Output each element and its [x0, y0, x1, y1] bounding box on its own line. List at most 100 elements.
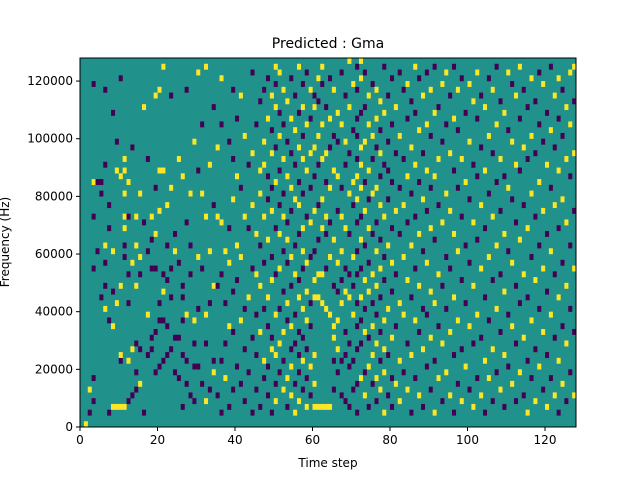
- heatmap-cell: [246, 225, 251, 232]
- heatmap-cell: [514, 161, 519, 168]
- heatmap-cell: [297, 63, 302, 70]
- heatmap-cell: [262, 305, 267, 312]
- heatmap-cell: [359, 75, 364, 82]
- heatmap-cell: [207, 161, 212, 168]
- heatmap-cell: [122, 167, 127, 174]
- heatmap-cell: [103, 305, 108, 312]
- heatmap-cell: [432, 63, 437, 70]
- heatmap-cell: [145, 248, 150, 255]
- heatmap-cell: [533, 398, 538, 405]
- heatmap-cell: [300, 132, 305, 139]
- heatmap-cell: [153, 265, 158, 272]
- heatmap-cell: [366, 288, 371, 295]
- heatmap-cell: [254, 311, 259, 318]
- heatmap-cell: [343, 161, 348, 168]
- heatmap-cell: [545, 403, 550, 410]
- heatmap-cell: [502, 403, 507, 410]
- heatmap-cell: [347, 294, 352, 301]
- heatmap-cell: [145, 352, 150, 358]
- heatmap-cell: [529, 375, 534, 382]
- heatmap-cell: [173, 369, 178, 376]
- heatmap-cell: [231, 288, 236, 295]
- y-axis-label: Frequency (Hz): [0, 197, 12, 288]
- heatmap-cell: [355, 323, 360, 330]
- heatmap-cell: [161, 63, 166, 70]
- heatmap-cell: [397, 184, 402, 191]
- x-tick-label: 20: [150, 433, 165, 447]
- heatmap-cell: [498, 98, 503, 105]
- heatmap-cell: [227, 403, 232, 410]
- heatmap-cell: [494, 242, 499, 249]
- heatmap-cell: [335, 138, 340, 145]
- heatmap-cell: [483, 225, 488, 232]
- heatmap-cell: [490, 86, 495, 93]
- heatmap-cell: [331, 282, 336, 289]
- heatmap-cell: [134, 282, 139, 289]
- heatmap-cell: [494, 121, 499, 128]
- heatmap-cell: [393, 150, 398, 157]
- heatmap-cell: [424, 259, 429, 266]
- heatmap-cell: [533, 277, 538, 284]
- heatmap-cell: [378, 236, 383, 243]
- heatmap-cell: [514, 219, 519, 226]
- heatmap-cell: [556, 75, 561, 82]
- heatmap-cell: [382, 254, 387, 260]
- heatmap-cell: [231, 196, 236, 203]
- heatmap-cell: [304, 259, 309, 266]
- heatmap-cell: [359, 109, 364, 116]
- heatmap-cell: [300, 357, 305, 364]
- heatmap-cell: [413, 109, 418, 116]
- heatmap-cell: [568, 242, 573, 249]
- heatmap-cell: [192, 138, 197, 145]
- heatmap-cell: [200, 121, 205, 128]
- heatmap-cell: [370, 81, 375, 87]
- heatmap-cell: [475, 311, 480, 318]
- heatmap-cell: [517, 369, 522, 376]
- heatmap-cell: [366, 121, 371, 128]
- heatmap-cell: [118, 352, 123, 358]
- heatmap-cell: [378, 294, 383, 301]
- heatmap-cell: [297, 277, 302, 284]
- heatmap-cell: [548, 127, 553, 134]
- heatmap-cell: [455, 184, 460, 191]
- heatmap-cell: [572, 98, 577, 105]
- heatmap-cell: [560, 132, 565, 139]
- heatmap-cell: [514, 92, 519, 99]
- heatmap-cell: [343, 265, 348, 272]
- heatmap-cell: [440, 138, 445, 145]
- x-tick-label: 120: [534, 433, 557, 447]
- heatmap-cell: [227, 259, 232, 266]
- heatmap-cell: [552, 202, 557, 209]
- heatmap-cell: [347, 340, 352, 347]
- heatmap-cell: [304, 375, 309, 382]
- heatmap-cell: [227, 323, 232, 330]
- heatmap-cell: [293, 242, 298, 249]
- heatmap-cell: [347, 58, 352, 64]
- heatmap-cell: [223, 375, 228, 382]
- heatmap-cell: [235, 242, 240, 249]
- heatmap-cell: [440, 398, 445, 405]
- heatmap-cell: [289, 282, 294, 289]
- heatmap-cell: [459, 277, 464, 284]
- heatmap-cell: [312, 294, 317, 301]
- heatmap-cell: [471, 98, 476, 105]
- heatmap-cell: [355, 196, 360, 203]
- heatmap-cell: [176, 334, 181, 341]
- heatmap-cell: [324, 179, 329, 185]
- heatmap-cell: [471, 219, 476, 226]
- heatmap-cell: [572, 63, 577, 70]
- heatmap-cell: [525, 156, 530, 162]
- heatmap-cell: [293, 161, 298, 168]
- heatmap-cell: [378, 357, 383, 364]
- heatmap-cell: [157, 167, 162, 174]
- heatmap-cell: [231, 328, 236, 335]
- heatmap-cell: [242, 305, 247, 312]
- heatmap-cell: [409, 409, 414, 416]
- heatmap-cell: [331, 357, 336, 364]
- heatmap-cell: [324, 150, 329, 157]
- heatmap-cell: [378, 150, 383, 157]
- heatmap-cell: [533, 346, 538, 353]
- heatmap-cell: [424, 207, 429, 214]
- heatmap-cell: [355, 300, 360, 307]
- heatmap-cell: [91, 81, 96, 87]
